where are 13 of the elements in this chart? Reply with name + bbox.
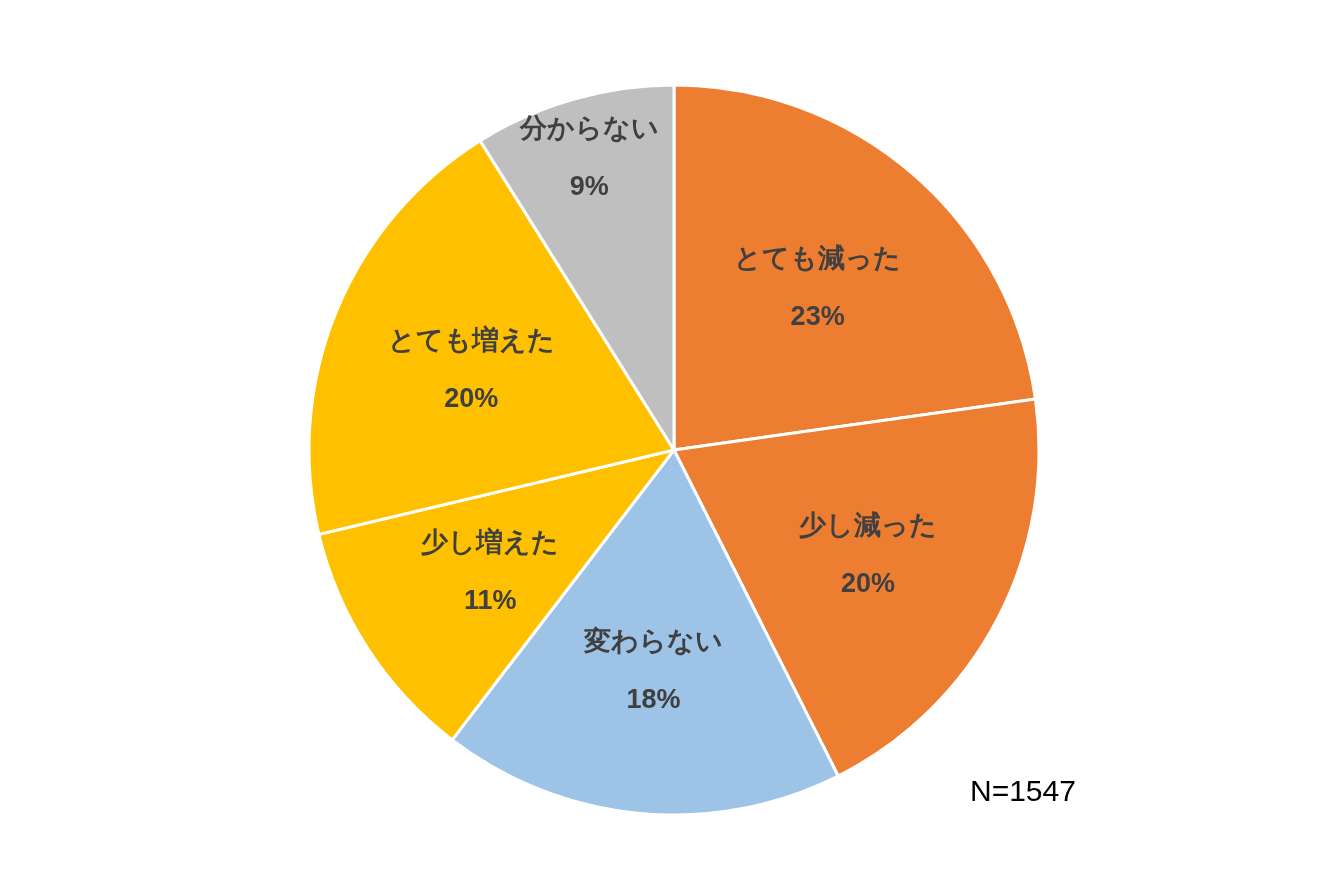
slice-label: 少し増えた bbox=[421, 526, 560, 558]
slice-label: 分からない bbox=[518, 112, 659, 144]
data-label: 20% bbox=[444, 382, 499, 413]
slice-label: 変わらない bbox=[583, 625, 724, 657]
slice-label: とても減った bbox=[734, 241, 902, 273]
slice-label: とても増えた bbox=[387, 323, 555, 355]
data-label: 20% bbox=[841, 567, 896, 598]
data-label: 18% bbox=[626, 684, 681, 715]
text: N=1547 bbox=[970, 774, 1076, 808]
data-label: 9% bbox=[569, 171, 609, 202]
data-label: 11% bbox=[463, 585, 517, 616]
data-label: 23% bbox=[790, 300, 845, 331]
slice-label: 少し減った bbox=[799, 508, 938, 540]
